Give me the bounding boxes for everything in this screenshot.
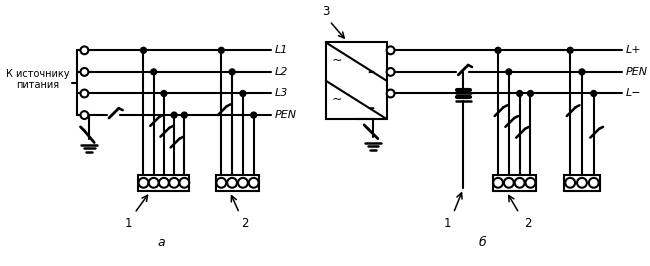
- Text: б: б: [479, 236, 487, 249]
- Bar: [326, 43, 387, 119]
- Circle shape: [579, 69, 585, 75]
- Circle shape: [81, 90, 88, 97]
- Circle shape: [171, 112, 177, 118]
- Circle shape: [504, 178, 514, 188]
- Bar: [216, 175, 259, 191]
- Text: ~: ~: [332, 93, 342, 106]
- Text: питания: питания: [16, 80, 59, 90]
- Circle shape: [151, 69, 157, 75]
- Text: 1: 1: [444, 217, 451, 230]
- Circle shape: [238, 178, 248, 188]
- Text: 2: 2: [242, 217, 249, 230]
- Circle shape: [387, 46, 395, 54]
- Circle shape: [387, 90, 395, 97]
- Text: L2: L2: [275, 67, 288, 77]
- Text: L−: L−: [626, 89, 642, 98]
- Text: К источнику: К источнику: [6, 69, 69, 79]
- Circle shape: [528, 90, 534, 97]
- Circle shape: [567, 47, 573, 53]
- Bar: [138, 175, 189, 191]
- Circle shape: [140, 47, 146, 53]
- Text: PEN: PEN: [275, 110, 297, 120]
- Circle shape: [161, 90, 167, 97]
- Text: ~: ~: [332, 54, 342, 67]
- Circle shape: [495, 47, 501, 53]
- Text: L+: L+: [626, 45, 642, 55]
- Circle shape: [526, 178, 536, 188]
- Circle shape: [589, 178, 599, 188]
- Text: L1: L1: [275, 45, 288, 55]
- Circle shape: [159, 178, 169, 188]
- Bar: [564, 175, 599, 191]
- Text: 1: 1: [125, 217, 133, 230]
- Circle shape: [81, 46, 88, 54]
- Bar: [493, 175, 536, 191]
- Circle shape: [577, 178, 587, 188]
- Circle shape: [517, 90, 523, 97]
- Circle shape: [181, 112, 187, 118]
- Circle shape: [493, 178, 503, 188]
- Circle shape: [240, 90, 246, 97]
- Circle shape: [216, 178, 226, 188]
- Text: –: –: [367, 65, 374, 78]
- Circle shape: [149, 178, 159, 188]
- Text: PEN: PEN: [626, 67, 648, 77]
- Circle shape: [81, 68, 88, 76]
- Circle shape: [566, 178, 575, 188]
- Circle shape: [81, 111, 88, 119]
- Circle shape: [227, 178, 237, 188]
- Text: –: –: [367, 101, 374, 115]
- Text: a: a: [157, 236, 164, 249]
- Text: L3: L3: [275, 89, 288, 98]
- Circle shape: [138, 178, 148, 188]
- Circle shape: [169, 178, 179, 188]
- Circle shape: [506, 69, 512, 75]
- Circle shape: [387, 68, 395, 76]
- Circle shape: [218, 47, 224, 53]
- Circle shape: [591, 90, 597, 97]
- Circle shape: [251, 112, 257, 118]
- Text: 2: 2: [525, 217, 532, 230]
- Circle shape: [515, 178, 525, 188]
- Circle shape: [249, 178, 259, 188]
- Circle shape: [229, 69, 235, 75]
- Circle shape: [179, 178, 189, 188]
- Text: 3: 3: [322, 5, 329, 18]
